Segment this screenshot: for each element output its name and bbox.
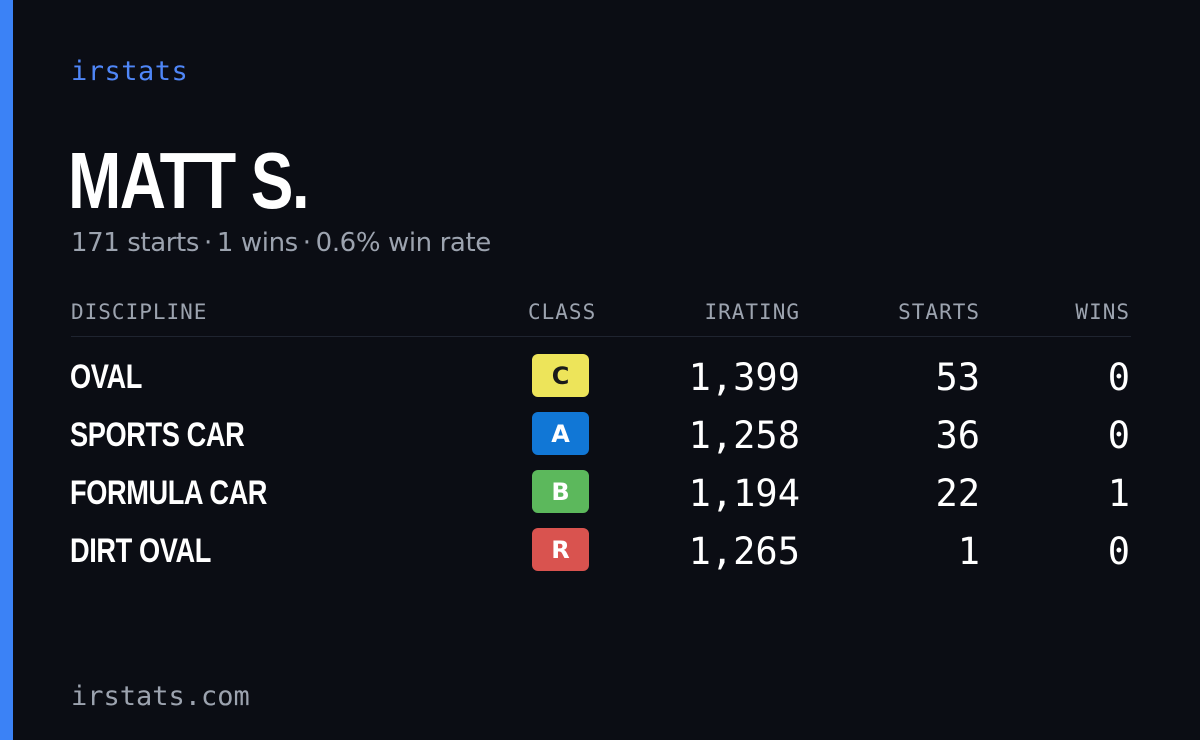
summary-starts: 171 starts (71, 228, 199, 258)
license-class-badge: A (532, 412, 589, 455)
header-class: CLASS (528, 300, 597, 324)
row-discipline: OVAL (70, 358, 142, 396)
row-starts: 36 (935, 414, 980, 457)
footer-url[interactable]: irstats.com (71, 681, 250, 712)
license-class-badge: B (532, 470, 589, 513)
header-wins: WINS (1075, 300, 1130, 324)
driver-name: MATT S. (68, 136, 310, 225)
summary-separator: · (302, 228, 311, 258)
row-starts: 1 (957, 530, 980, 573)
accent-bar (0, 0, 13, 740)
summary-separator: · (204, 228, 212, 258)
row-wins: 0 (1107, 414, 1130, 457)
table-row-dirt-oval: DIRT OVAL R 1,265 1 0 (0, 528, 1200, 586)
row-discipline: FORMULA CAR (70, 474, 268, 512)
license-class-badge: C (532, 354, 589, 397)
driver-summary: 171 starts · 1 wins · 0.6% win rate (71, 228, 491, 258)
table-row-oval: OVAL C 1,399 53 0 (0, 354, 1200, 412)
row-irating: 1,258 (688, 414, 800, 457)
row-discipline: DIRT OVAL (70, 532, 211, 570)
summary-win-rate: 0.6% win rate (315, 228, 492, 258)
row-wins: 1 (1107, 472, 1130, 515)
summary-wins: 1 wins (216, 228, 298, 258)
header-starts: STARTS (898, 300, 980, 324)
header-discipline: DISCIPLINE (71, 300, 208, 324)
row-irating: 1,265 (688, 530, 800, 573)
header-divider (71, 336, 1131, 337)
table-row-formula-car: FORMULA CAR B 1,194 22 1 (0, 470, 1200, 528)
license-class-badge: R (532, 528, 589, 571)
row-starts: 22 (935, 472, 980, 515)
table-row-sports-car: SPORTS CAR A 1,258 36 0 (0, 412, 1200, 470)
row-irating: 1,194 (688, 472, 800, 515)
brand-logo-text[interactable]: irstats (71, 56, 189, 87)
row-wins: 0 (1107, 530, 1130, 573)
header-irating: IRATING (704, 300, 800, 324)
row-discipline: SPORTS CAR (70, 416, 245, 454)
row-irating: 1,399 (688, 356, 800, 399)
stats-table-header: DISCIPLINE CLASS IRATING STARTS WINS (0, 300, 1200, 328)
row-wins: 0 (1107, 356, 1130, 399)
row-starts: 53 (935, 356, 980, 399)
